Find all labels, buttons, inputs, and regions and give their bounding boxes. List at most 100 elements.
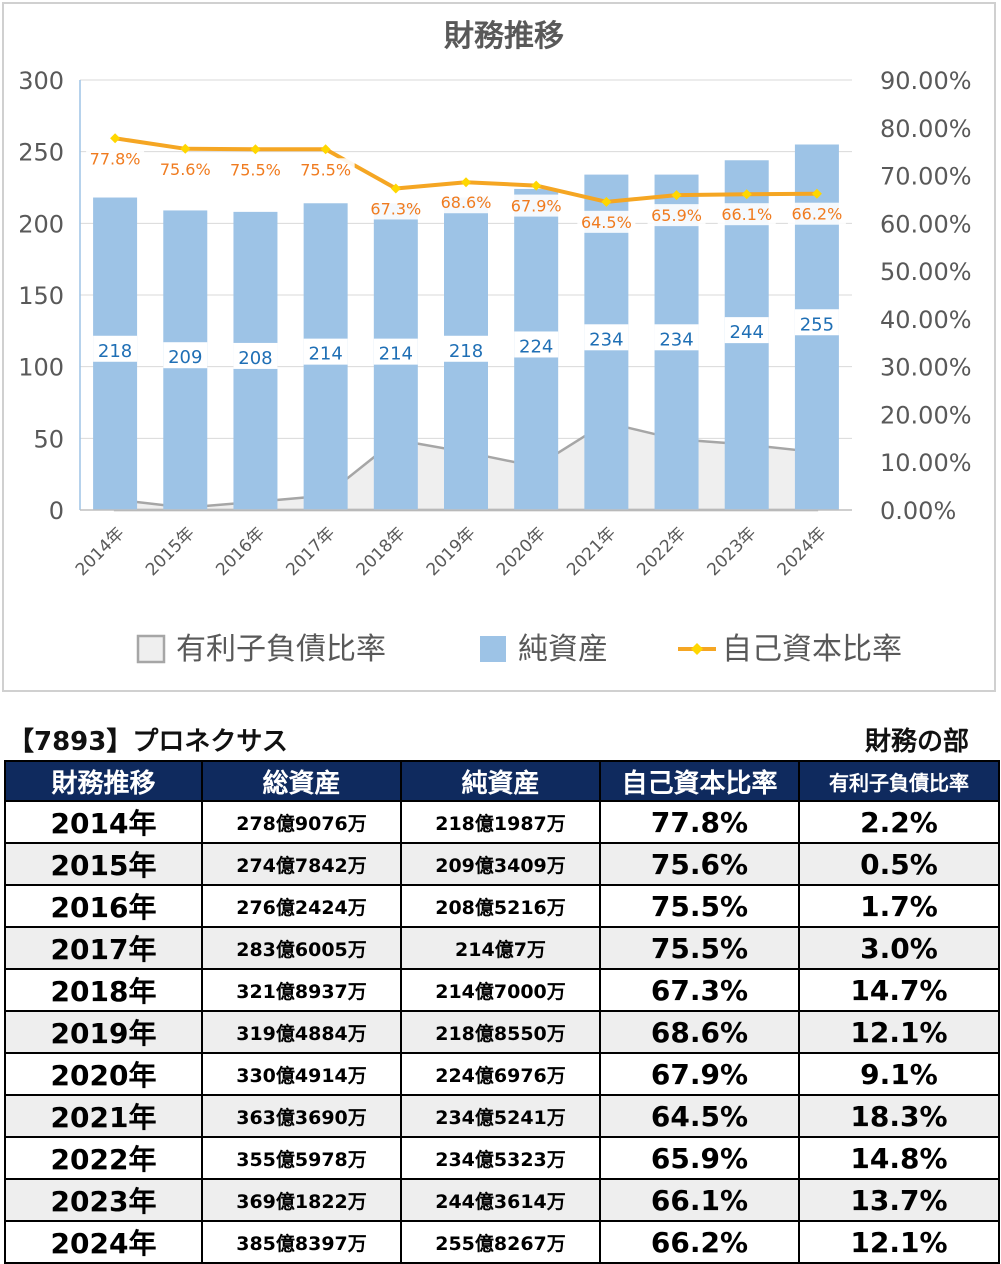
legend-label-equity-ratio: 自己資本比率 <box>722 632 902 667</box>
x-tick-label: 2021年 <box>563 523 620 580</box>
cell-total-assets: 385億8397万 <box>201 1220 402 1264</box>
cell-equity-ratio: 66.1% <box>599 1178 800 1222</box>
line-label-bg <box>647 204 706 227</box>
cell-debt-ratio: 3.0% <box>798 926 1000 970</box>
bar-label-bg <box>654 324 699 351</box>
bar-label-bg <box>794 309 839 336</box>
cell-total-assets: 363億3690万 <box>201 1094 402 1138</box>
x-tick-label: 2022年 <box>633 523 690 580</box>
cell-debt-ratio: 12.1% <box>798 1220 1000 1264</box>
cell-debt-ratio: 12.1% <box>798 1010 1000 1054</box>
cell-total-assets: 274億7842万 <box>201 842 402 886</box>
legend-marker-equity-ratio <box>691 643 703 655</box>
cell-year: 2024年 <box>4 1220 203 1264</box>
bar-data-label: 218 <box>449 341 483 362</box>
x-tick-label: 2015年 <box>142 523 199 580</box>
y-right-tick-label: 80.00% <box>880 115 972 143</box>
cell-net-assets: 214億7万 <box>400 926 601 970</box>
cell-total-assets: 330億4914万 <box>201 1052 402 1096</box>
table-row: 2022年 355億5978万 234億5323万 65.9% 14.8% <box>4 1136 1000 1180</box>
cell-equity-ratio: 67.9% <box>599 1052 800 1096</box>
y-right-tick-label: 30.00% <box>880 354 972 382</box>
cell-debt-ratio: 14.7% <box>798 968 1000 1012</box>
cell-year: 2020年 <box>4 1052 203 1096</box>
cell-total-assets: 369億1822万 <box>201 1178 402 1222</box>
legend-label-net-assets: 純資産 <box>518 632 608 667</box>
col-header-year: 財務推移 <box>4 760 203 802</box>
cell-equity-ratio: 75.6% <box>599 842 800 886</box>
cell-total-assets: 278億9076万 <box>201 800 402 844</box>
cell-total-assets: 283億6005万 <box>201 926 402 970</box>
cell-year: 2023年 <box>4 1178 203 1222</box>
line-label-bg <box>577 210 636 233</box>
cell-equity-ratio: 67.3% <box>599 968 800 1012</box>
line-label-bg <box>296 158 355 181</box>
cell-debt-ratio: 2.2% <box>798 800 1000 844</box>
cell-total-assets: 319億4884万 <box>201 1010 402 1054</box>
bar-label-bg <box>373 338 418 365</box>
cell-year: 2015年 <box>4 842 203 886</box>
bar-data-label: 208 <box>238 348 272 369</box>
bar-data-label: 214 <box>379 344 413 365</box>
table-title-row: 【7893】プロネクサス 財務の部 <box>0 722 1001 758</box>
table-row: 2017年 283億6005万 214億7万 75.5% 3.0% <box>4 926 1000 970</box>
cell-net-assets: 218億8550万 <box>400 1010 601 1054</box>
y-right-tick-label: 10.00% <box>880 449 972 477</box>
cell-year: 2014年 <box>4 800 203 844</box>
bar-data-label: 214 <box>308 344 342 365</box>
line-label-bg <box>507 194 566 217</box>
table-header-row: 財務推移 総資産 純資産 自己資本比率 有利子負債比率 <box>4 760 1000 802</box>
cell-total-assets: 321億8937万 <box>201 968 402 1012</box>
cell-year: 2018年 <box>4 968 203 1012</box>
x-tick-label: 2016年 <box>212 523 269 580</box>
chart-panel: 財務推移 0 50 100 150 200 250 300 0.00% 10.00% 20.00% 3… <box>2 2 996 692</box>
bar-data-label: 234 <box>589 329 623 350</box>
line-data-label: 75.6% <box>160 160 211 179</box>
bar-data-label: 234 <box>659 329 693 350</box>
table-row: 2016年 276億2424万 208億5216万 75.5% 1.7% <box>4 884 1000 928</box>
col-header-total-assets: 総資産 <box>201 760 402 802</box>
line-data-label: 75.5% <box>230 160 281 179</box>
line-data-label: 67.3% <box>370 199 421 218</box>
cell-equity-ratio: 66.2% <box>599 1220 800 1264</box>
table-row: 2015年 274億7842万 209億3409万 75.6% 0.5% <box>4 842 1000 886</box>
company-title: 【7893】プロネクサス <box>8 727 288 757</box>
equity-ratio-marker <box>671 190 682 201</box>
equity-ratio-marker <box>601 196 612 207</box>
table-row: 2018年 321億8937万 214億7000万 67.3% 14.7% <box>4 968 1000 1012</box>
y-left-tick-label: 0 <box>49 497 64 525</box>
cell-debt-ratio: 9.1% <box>798 1052 1000 1096</box>
equity-ratio-marker <box>320 144 331 155</box>
cell-equity-ratio: 65.9% <box>599 1136 800 1180</box>
bar-label-bg <box>444 335 488 362</box>
line-data-label: 66.1% <box>721 205 772 224</box>
y-left-tick-label: 50 <box>33 425 64 453</box>
cell-net-assets: 244億3614万 <box>400 1178 601 1222</box>
col-header-net-assets: 純資産 <box>400 760 601 802</box>
cell-net-assets: 234億5323万 <box>400 1136 601 1180</box>
chart-title: 財務推移 <box>444 19 564 54</box>
cell-net-assets: 218億1987万 <box>400 800 601 844</box>
table-row: 2024年 385億8397万 255億8267万 66.2% 12.1% <box>4 1220 1000 1264</box>
equity-ratio-marker <box>461 177 471 188</box>
cell-year: 2019年 <box>4 1010 203 1054</box>
y-right-tick-label: 0.00% <box>880 497 956 525</box>
cell-debt-ratio: 13.7% <box>798 1178 1000 1222</box>
line-label-bg <box>366 197 425 220</box>
table-body: 2014年 278億9076万 218億1987万 77.8% 2.2% 2015年 274… <box>4 800 1000 1264</box>
table-row: 2020年 330億4914万 224億6976万 67.9% 9.1% <box>4 1052 1000 1096</box>
cell-debt-ratio: 0.5% <box>798 842 1000 886</box>
cell-year: 2016年 <box>4 884 203 928</box>
x-tick-label: 2014年 <box>72 523 129 580</box>
line-data-label: 65.9% <box>651 206 702 225</box>
cell-year: 2022年 <box>4 1136 203 1180</box>
x-tick-label: 2019年 <box>423 523 480 580</box>
x-tick-label: 2023年 <box>704 523 761 580</box>
cell-debt-ratio: 1.7% <box>798 884 1000 928</box>
line-data-label: 64.5% <box>581 213 632 232</box>
bar-data-label: 218 <box>98 341 132 362</box>
equity-ratio-marker <box>180 143 191 154</box>
equity-ratio-marker <box>250 144 261 155</box>
legend-swatch-debt-ratio <box>136 634 166 664</box>
cell-year: 2017年 <box>4 926 203 970</box>
